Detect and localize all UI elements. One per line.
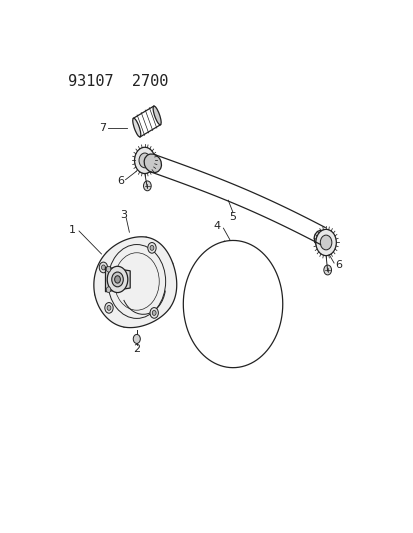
Ellipse shape xyxy=(153,106,161,125)
Text: 1: 1 xyxy=(69,225,76,235)
Circle shape xyxy=(107,266,128,293)
Ellipse shape xyxy=(144,154,161,173)
Ellipse shape xyxy=(133,118,140,137)
Text: 6: 6 xyxy=(117,176,124,186)
Ellipse shape xyxy=(313,230,331,249)
Text: 4: 4 xyxy=(213,221,220,231)
Circle shape xyxy=(114,276,120,283)
Text: 7: 7 xyxy=(99,123,107,133)
Circle shape xyxy=(106,287,111,293)
Circle shape xyxy=(150,308,158,318)
Text: 5: 5 xyxy=(229,212,236,222)
Circle shape xyxy=(320,235,331,250)
Polygon shape xyxy=(95,237,172,327)
Text: 6: 6 xyxy=(335,260,342,270)
Circle shape xyxy=(152,310,156,316)
Circle shape xyxy=(134,147,155,174)
Text: 93107  2700: 93107 2700 xyxy=(68,74,168,89)
Circle shape xyxy=(112,272,123,287)
Polygon shape xyxy=(105,267,130,292)
Circle shape xyxy=(106,266,111,272)
Text: 2: 2 xyxy=(133,344,140,354)
Circle shape xyxy=(315,229,335,256)
Text: 3: 3 xyxy=(120,209,127,220)
Ellipse shape xyxy=(316,234,328,245)
Circle shape xyxy=(133,334,140,343)
Circle shape xyxy=(139,153,150,168)
Circle shape xyxy=(101,265,105,270)
Circle shape xyxy=(104,303,113,313)
Circle shape xyxy=(147,243,156,253)
Circle shape xyxy=(323,265,331,275)
Circle shape xyxy=(107,305,111,310)
Circle shape xyxy=(99,262,107,273)
Polygon shape xyxy=(94,237,176,328)
Circle shape xyxy=(150,245,154,251)
Circle shape xyxy=(143,181,151,191)
